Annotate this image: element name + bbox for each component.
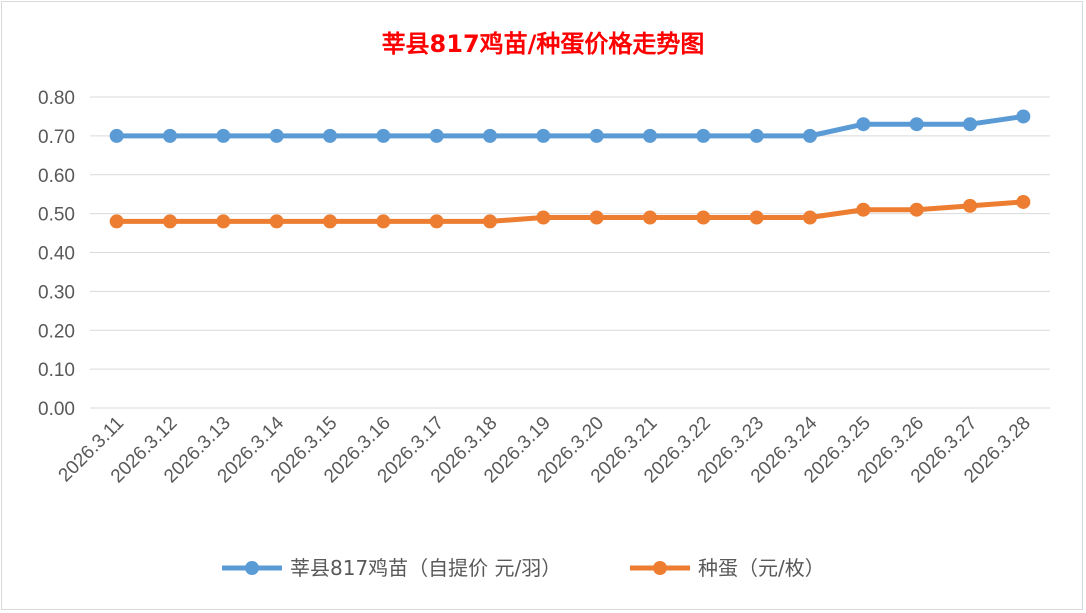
data-point — [749, 210, 764, 225]
legend-marker — [245, 561, 259, 575]
data-point — [483, 128, 497, 143]
data-point — [803, 210, 817, 225]
data-point — [323, 128, 337, 143]
y-tick-label: 0.50 — [38, 205, 75, 226]
data-point — [856, 117, 871, 132]
data-point — [269, 128, 284, 143]
data-point — [963, 198, 977, 213]
data-point — [643, 210, 657, 225]
y-tick-label: 0.40 — [38, 244, 75, 265]
data-point — [909, 202, 924, 217]
y-tick-label: 0.30 — [38, 282, 75, 303]
data-point — [589, 210, 604, 225]
data-point — [376, 214, 391, 229]
chart-title: 莘县817鸡苗/种蛋价格走势图 — [381, 30, 705, 58]
legend-label: 种蛋（元/枚） — [698, 556, 825, 580]
y-tick-label: 0.80 — [38, 88, 75, 109]
legend-marker — [653, 561, 667, 575]
data-point — [376, 128, 391, 143]
data-point — [429, 128, 444, 143]
y-tick-label: 0.20 — [38, 321, 75, 342]
data-point — [749, 128, 764, 143]
data-point — [163, 128, 177, 143]
series-line — [116, 199, 1024, 224]
data-point — [1016, 194, 1031, 209]
data-point — [483, 214, 497, 229]
data-point — [696, 128, 711, 143]
data-point — [216, 128, 231, 143]
data-point — [429, 214, 444, 229]
data-point — [1016, 109, 1031, 124]
data-point — [643, 128, 657, 143]
series-line — [116, 113, 1024, 139]
data-point — [536, 128, 551, 143]
data-point — [909, 117, 924, 132]
data-point — [589, 128, 604, 143]
data-point — [963, 117, 977, 132]
y-tick-label: 0.10 — [38, 360, 75, 381]
data-point — [109, 128, 124, 143]
y-tick-label: 0.00 — [38, 399, 75, 420]
data-point — [856, 202, 871, 217]
data-point — [269, 214, 284, 229]
data-point — [696, 210, 711, 225]
data-point — [803, 128, 817, 143]
data-point — [536, 210, 551, 225]
legend-label: 莘县817鸡苗（自提价 元/羽） — [290, 556, 561, 580]
data-point — [323, 214, 337, 229]
data-point — [163, 214, 177, 229]
y-tick-label: 0.60 — [38, 166, 75, 187]
data-point — [109, 214, 124, 229]
data-point — [216, 214, 231, 229]
y-tick-label: 0.70 — [38, 127, 75, 148]
